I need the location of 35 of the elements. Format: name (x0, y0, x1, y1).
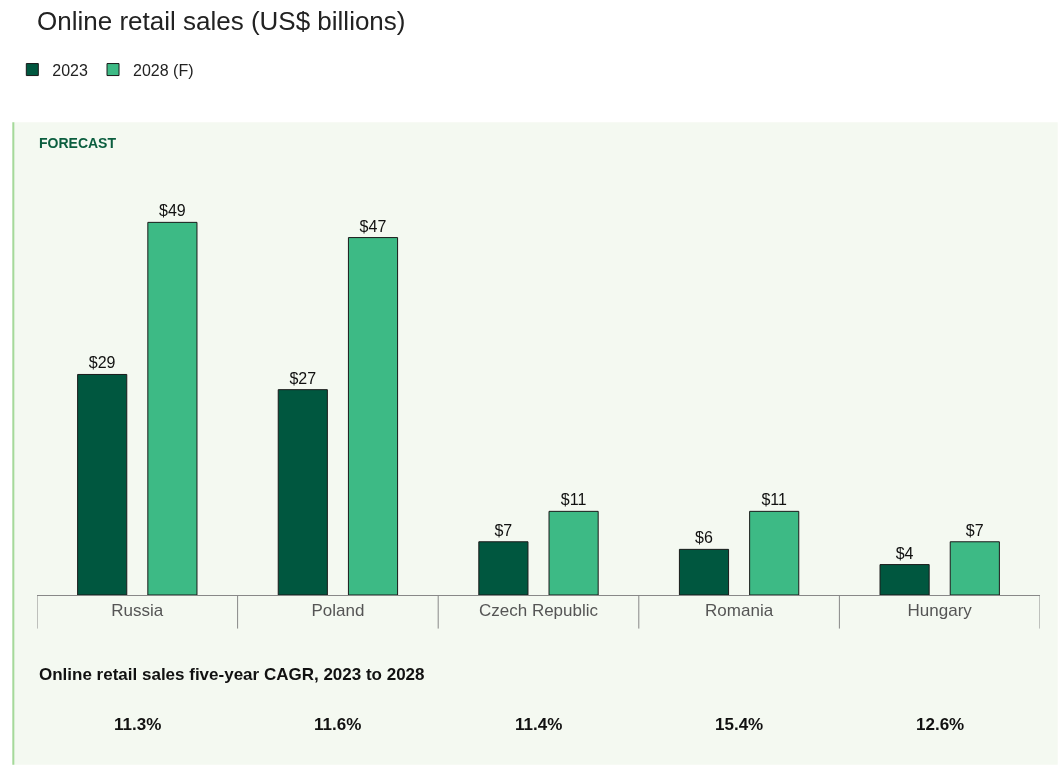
x-tick-label: Czech Republic (478, 601, 599, 621)
x-tick-label: Romania (705, 601, 774, 621)
legend-label: 2023 (52, 61, 89, 79)
bar (949, 541, 1000, 595)
data-label: $47 (359, 217, 387, 235)
data-label: $49 (159, 202, 186, 220)
chart-title: Online retail sales (US$ billions) (37, 5, 406, 36)
x-tick-label: Russia (111, 601, 164, 621)
data-label: $7 (494, 521, 513, 539)
data-label: $11 (761, 491, 788, 509)
text: Online retail sales five-year CAGR, 2023 to 2028 (39, 665, 425, 684)
x-tick-label: Poland (311, 601, 365, 621)
text: FORECAST (39, 135, 117, 151)
x-tick-label: Hungary (907, 601, 973, 621)
bar (879, 564, 930, 595)
text: 11.3% (114, 715, 162, 734)
data-label: $6 (695, 529, 713, 547)
text: 15.4% (715, 715, 764, 734)
bar (678, 548, 730, 595)
bar (347, 237, 399, 595)
text: 11.6% (314, 715, 362, 734)
bar (147, 221, 198, 595)
data-label: $7 (965, 521, 984, 539)
legend-label: 2028 (F) (133, 61, 194, 79)
text: 11.4% (515, 715, 563, 734)
bar (277, 389, 328, 595)
bar (478, 541, 529, 595)
text: 12.6% (916, 715, 965, 734)
data-label: $29 (88, 354, 116, 372)
bar (749, 510, 800, 595)
bar (77, 373, 128, 595)
bar (548, 510, 599, 595)
data-label: $27 (289, 369, 317, 387)
data-label: $11 (560, 491, 587, 509)
data-label: $4 (895, 544, 914, 562)
